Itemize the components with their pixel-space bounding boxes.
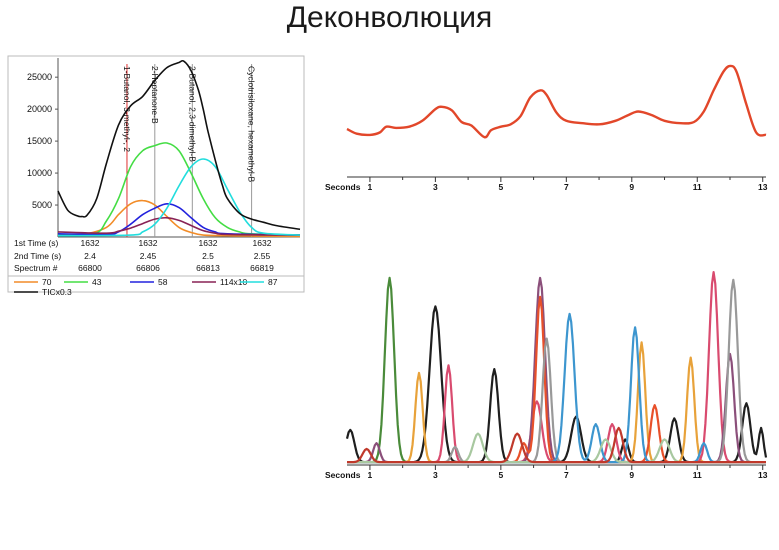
chromatogram-line bbox=[346, 64, 767, 139]
table-cell: 66819 bbox=[250, 263, 274, 273]
table-cell: 2.55 bbox=[254, 251, 271, 261]
table-cell: 1632 bbox=[139, 238, 158, 248]
legend-label: 70 bbox=[42, 277, 52, 287]
series-ticx03-line bbox=[57, 59, 301, 231]
peak-annotation: 1-Butanol, 3-methyl-, 2 bbox=[122, 66, 132, 152]
legend-label: 58 bbox=[158, 277, 168, 287]
x-tick-label: 11 bbox=[693, 182, 702, 192]
y-tick-label: 5000 bbox=[32, 200, 52, 210]
deconvolved-series-line bbox=[347, 295, 766, 464]
y-tick-label: 15000 bbox=[27, 136, 52, 146]
deconvolved-series-line bbox=[347, 426, 766, 464]
peak-annotation: 2-Heptanone-B bbox=[150, 66, 160, 124]
peak-annotation: Cyclotrisiloxane, hexamethyl-B bbox=[247, 66, 257, 183]
peak-annotation: 2-Butanol, 2,3-dimethyl-B bbox=[187, 66, 197, 162]
x-tick-label: 13 bbox=[758, 182, 768, 192]
slide-title: Деконволюция bbox=[286, 1, 493, 34]
x-axis-label: Seconds bbox=[325, 182, 361, 192]
legend-label: TICx0.3 bbox=[42, 287, 72, 297]
x-tick-label: 13 bbox=[758, 470, 768, 480]
table-row-label: 1st Time (s) bbox=[14, 238, 59, 248]
x-axis-label: Seconds bbox=[325, 470, 361, 480]
x-tick-label: 9 bbox=[629, 470, 634, 480]
chart-frame bbox=[7, 55, 305, 293]
table-cell: 2.4 bbox=[84, 251, 96, 261]
table-cell: 2.45 bbox=[140, 251, 157, 261]
x-tick-label: 1 bbox=[368, 182, 373, 192]
x-tick-label: 11 bbox=[693, 470, 702, 480]
x-tick-label: 9 bbox=[629, 182, 634, 192]
x-tick-label: 7 bbox=[564, 182, 569, 192]
x-tick-label: 1 bbox=[368, 470, 373, 480]
table-cell: 1632 bbox=[253, 238, 272, 248]
legend-label: 114x10 bbox=[220, 277, 248, 287]
table-cell: 1632 bbox=[199, 238, 218, 248]
deconvolved-series-line bbox=[347, 276, 766, 464]
table-cell: 66806 bbox=[136, 263, 160, 273]
series-87-line bbox=[57, 158, 301, 237]
deconvolved-series-line bbox=[347, 276, 766, 464]
x-tick-label: 3 bbox=[433, 182, 438, 192]
y-tick-label: 20000 bbox=[27, 104, 52, 114]
x-tick-label: 5 bbox=[498, 182, 503, 192]
table-cell: 1632 bbox=[81, 238, 100, 248]
y-tick-label: 25000 bbox=[27, 72, 52, 82]
table-cell: 2.5 bbox=[202, 251, 214, 261]
legend-label: 43 bbox=[92, 277, 102, 287]
table-cell: 66813 bbox=[196, 263, 220, 273]
series-114x10-line bbox=[57, 216, 301, 236]
table-cell: 66800 bbox=[78, 263, 102, 273]
y-tick-label: 10000 bbox=[27, 168, 52, 178]
deconvolved-series-line bbox=[347, 271, 766, 464]
legend-label: 87 bbox=[268, 277, 278, 287]
x-tick-label: 3 bbox=[433, 470, 438, 480]
series-43-line bbox=[57, 142, 301, 237]
table-row-label: 2nd Time (s) bbox=[14, 251, 61, 261]
deconvolved-series-line bbox=[347, 278, 766, 464]
x-tick-label: 7 bbox=[564, 470, 569, 480]
series-70-line bbox=[57, 199, 301, 238]
x-tick-label: 5 bbox=[498, 470, 503, 480]
table-row-label: Spectrum # bbox=[14, 263, 58, 273]
